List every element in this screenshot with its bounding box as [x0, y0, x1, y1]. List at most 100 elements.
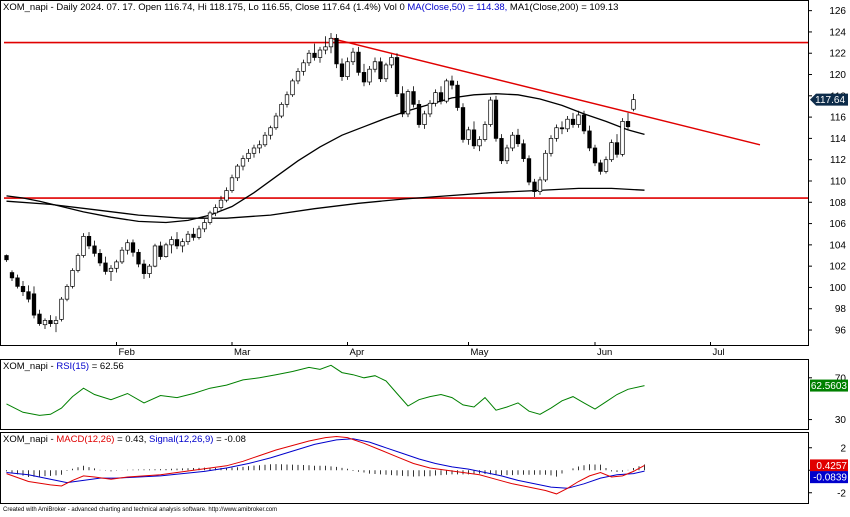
ma200-label: MA1(Close,200) = 109.13: [509, 2, 619, 13]
ma50-line: [6, 93, 645, 224]
price-tick-label: 108: [829, 198, 846, 209]
candle-body: [48, 320, 53, 324]
candle-body: [152, 245, 158, 267]
candle-body: [218, 199, 224, 208]
candle-body: [603, 159, 609, 172]
candle-body: [372, 61, 378, 70]
rsi-tick-label: 70: [835, 373, 847, 384]
price-tick-label: 114: [830, 134, 846, 145]
candle-body: [284, 94, 290, 105]
ma200-line: [6, 187, 645, 219]
candle-body: [444, 80, 449, 102]
candle-body: [312, 52, 317, 58]
macd-label: MACD(12,26): [56, 434, 115, 445]
candle-body: [290, 80, 295, 96]
candle-body: [246, 152, 251, 159]
rsi-tick-label: 30: [835, 415, 847, 426]
price-tick-label: 124: [829, 27, 846, 38]
candle-body: [191, 233, 196, 238]
candle-body: [240, 158, 246, 167]
candle-body: [620, 121, 625, 155]
candle-body: [482, 124, 488, 140]
candle-body: [350, 51, 356, 63]
month-label: Jun: [597, 347, 612, 358]
candle-body: [81, 235, 86, 256]
signal-badge-label: -0.0839: [813, 473, 847, 484]
price-tick-label: 106: [829, 219, 846, 230]
last-price-label: 117.64: [815, 95, 845, 106]
macd-badge: [810, 459, 848, 472]
candle-body: [339, 63, 345, 78]
candle-body: [295, 70, 301, 82]
price-tick-label: 112: [830, 155, 846, 166]
candle-body: [224, 190, 229, 201]
candle-body: [119, 249, 125, 263]
candle-body: [130, 242, 136, 253]
candle-body: [334, 37, 339, 65]
signal-line: [6, 438, 645, 489]
candle-body: [323, 46, 328, 51]
candle-body: [576, 114, 581, 125]
candle-body: [427, 102, 433, 115]
price-tick-label: 96: [835, 326, 847, 337]
price-tick-label: 100: [829, 283, 846, 294]
month-label: Feb: [119, 347, 135, 358]
rsi-line: [6, 364, 645, 416]
candle-body: [163, 244, 169, 257]
candle-body: [460, 107, 466, 140]
candle-body: [64, 286, 70, 300]
month-label: Apr: [350, 347, 365, 358]
candle-body: [37, 313, 42, 324]
candle-body: [361, 72, 367, 83]
candle-body: [532, 181, 537, 192]
candle-body: [202, 222, 207, 230]
candle-body: [592, 147, 598, 164]
candle-body: [515, 134, 521, 145]
price-tick-label: 104: [829, 240, 846, 251]
candle-body: [625, 121, 631, 128]
candle-body: [92, 245, 97, 254]
candle-body: [493, 99, 499, 139]
candle-body: [268, 127, 273, 136]
candle-body: [554, 127, 559, 139]
candle-body: [466, 129, 471, 140]
candle-body: [213, 207, 218, 214]
candle-body: [631, 99, 636, 110]
candle-body: [136, 251, 141, 265]
month-label: Jul: [713, 347, 725, 358]
price-info: Daily 2024. 07. 17. Open 116.74, Hi 118.…: [56, 2, 405, 13]
candle-body: [504, 147, 510, 162]
candle-body: [383, 64, 389, 80]
candle-body: [378, 61, 383, 80]
month-label: Mar: [234, 347, 250, 358]
rsi-symbol: XOM_napi: [3, 361, 48, 372]
candle-body: [405, 91, 411, 115]
candle-body: [510, 134, 515, 149]
candles: [4, 33, 636, 333]
candle-body: [279, 103, 284, 117]
candle-body: [42, 320, 48, 326]
candle-body: [433, 92, 438, 104]
price-tick-label: 102: [829, 262, 846, 273]
rsi-badge: [810, 379, 848, 392]
candle-body: [614, 142, 620, 155]
candle-body: [180, 241, 185, 247]
candle-body: [471, 129, 477, 147]
candle-body: [499, 138, 504, 162]
macd-value: = 0.43,: [117, 434, 147, 445]
macd-line: [6, 435, 645, 495]
candle-body: [548, 138, 554, 154]
rsi-badge-label: 62.5603: [811, 381, 848, 392]
candle-body: [235, 165, 240, 179]
candle-body: [108, 267, 114, 272]
candle-body: [141, 263, 147, 274]
candle-body: [103, 262, 108, 272]
macd-header: XOM_napi - MACD(12,26) = 0.43, Signal(12…: [3, 434, 246, 445]
candle-body: [416, 103, 422, 125]
candle-body: [26, 291, 31, 300]
signal-badge: [810, 471, 848, 484]
candle-body: [598, 162, 603, 172]
month-label: May: [471, 347, 489, 358]
price-tick-label: 126: [829, 6, 846, 17]
